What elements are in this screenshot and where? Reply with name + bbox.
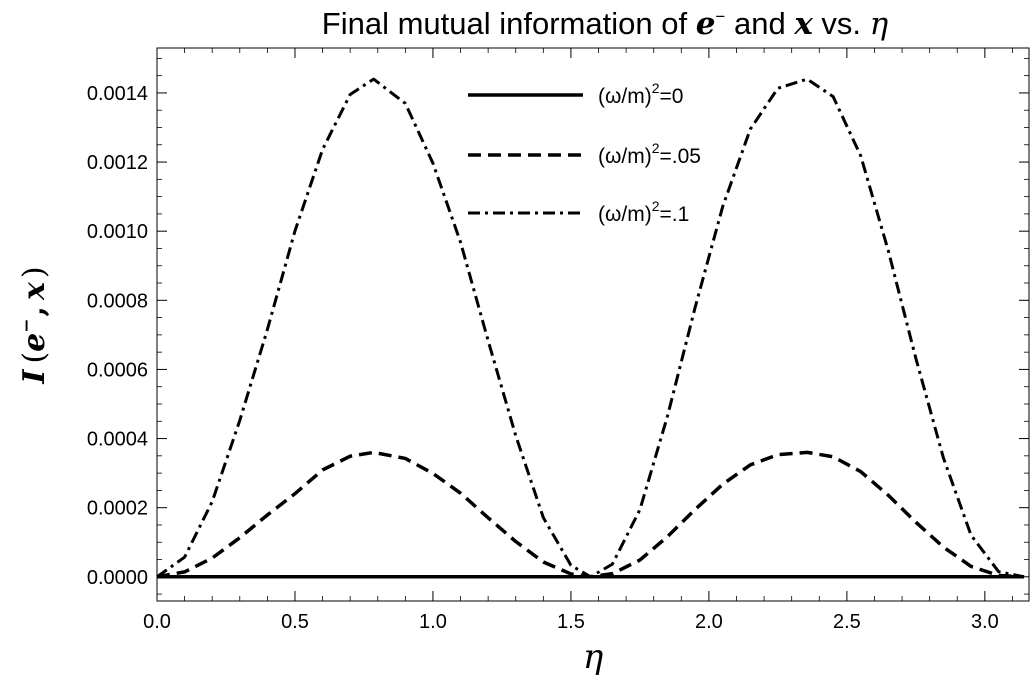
series-lines [156, 77, 1025, 579]
y-tick-label-6: 0.0012 [87, 152, 148, 174]
legend: (ω/m)2=0 (ω/m)2=.05 (ω/m)2=.1 [468, 80, 701, 226]
y-tick-label-5: 0.0010 [87, 221, 148, 243]
y-label-e-sup: − [17, 318, 37, 332]
y-axis-label: I (e−, x) [17, 266, 52, 384]
legend-label-2: (ω/m)2=.1 [598, 198, 689, 226]
legend-label-1: (ω/m)2=.05 [598, 140, 701, 168]
x-tick-label-4: 2.0 [695, 611, 723, 633]
y-tick-label-4: 0.0008 [87, 290, 148, 312]
y-tick-label-2: 0.0004 [87, 429, 148, 451]
y-label-x: x [17, 281, 52, 301]
title-eta-symbol: η [870, 6, 889, 42]
title-prefix: Final mutual information of [322, 6, 696, 41]
y-label-comma: , [17, 306, 52, 316]
series-line-dashed [156, 450, 1025, 579]
series-line-dashdot [156, 77, 1025, 579]
x-tick-label-5: 2.5 [833, 611, 861, 633]
y-label-open: ( [17, 352, 52, 364]
y-label-close: ) [17, 266, 52, 278]
chart-title: Final mutual information of e− and x vs.… [322, 6, 889, 42]
plot-frame [156, 47, 1030, 602]
x-tick-label-3: 1.5 [557, 611, 585, 633]
legend-label-0: (ω/m)2=0 [598, 80, 683, 108]
title-e-symbol: e [696, 6, 716, 42]
legend-label-1-sup: 2 [652, 140, 660, 156]
y-tick-label-3: 0.0006 [87, 359, 148, 381]
title-x-symbol: x [793, 6, 813, 42]
legend-label-2-sup: 2 [652, 198, 660, 214]
title-mid: and [725, 6, 794, 41]
legend-label-2-base: (ω/m) [598, 203, 652, 226]
legend-label-0-sup: 2 [652, 80, 660, 96]
axis-tick-labels: 0.0 0.5 1.0 1.5 2.0 2.5 3.0 0.0000 0.0002 0.0004 0… [87, 83, 999, 633]
axis-ticks [156, 48, 1029, 601]
y-label-e: e [17, 333, 52, 352]
legend-label-2-val: =.1 [660, 203, 690, 226]
x-tick-label-0: 0.0 [143, 611, 171, 633]
y-tick-label-0: 0.0000 [87, 567, 148, 589]
y-tick-label-7: 0.0014 [87, 83, 148, 105]
title-suffix: vs. [813, 6, 870, 41]
legend-label-1-val: =.05 [660, 145, 701, 168]
legend-label-1-base: (ω/m) [598, 145, 652, 168]
legend-label-0-base: (ω/m) [598, 85, 652, 108]
y-tick-label-1: 0.0002 [87, 498, 148, 520]
y-label-func: I [17, 369, 52, 385]
legend-label-0-val: =0 [660, 85, 684, 108]
title-e-superscript: − [715, 7, 725, 26]
x-tick-label-1: 0.5 [281, 611, 309, 633]
x-axis-label: η [583, 637, 604, 677]
x-tick-label-2: 1.0 [419, 611, 447, 633]
x-tick-label-6: 3.0 [971, 611, 999, 633]
